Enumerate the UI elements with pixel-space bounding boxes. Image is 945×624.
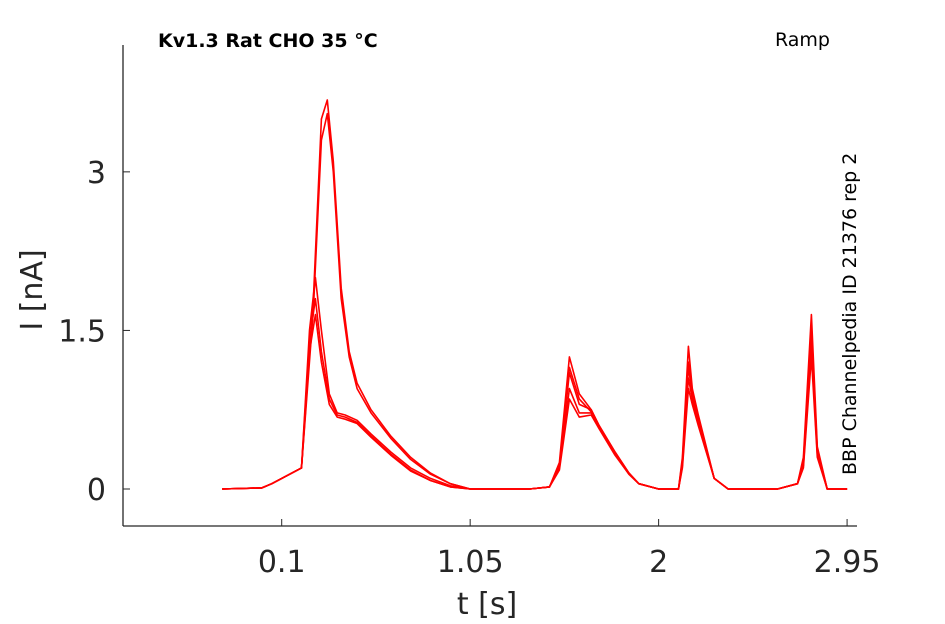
x-axis-ticks: 0.1 1.05 2 2.95: [258, 519, 881, 580]
series-line-5: [222, 112, 848, 490]
chart-title: Kv1.3 Rat CHO 35 °C: [158, 30, 378, 52]
series-line-4: [222, 313, 848, 490]
x-tick-label: 2.95: [814, 545, 881, 580]
data-series-group: [222, 99, 848, 490]
series-line-3: [222, 297, 848, 490]
x-axis-label: t [s]: [457, 587, 517, 622]
y-tick-label: 3: [87, 156, 106, 191]
x-tick-label: 0.1: [258, 545, 306, 580]
chart-annotation: BBP Channelpedia ID 21376 rep 2: [839, 153, 861, 475]
x-tick-label: 1.05: [437, 545, 504, 580]
series-line-1: [222, 99, 848, 490]
y-tick-label: 1.5: [58, 314, 106, 349]
y-axis-label: I [nA]: [15, 249, 50, 330]
y-tick-label: 0: [87, 473, 106, 508]
x-tick-label: 2: [649, 545, 668, 580]
chart-subtitle: Ramp: [775, 29, 830, 51]
y-axis-ticks: 01.53: [58, 156, 130, 508]
